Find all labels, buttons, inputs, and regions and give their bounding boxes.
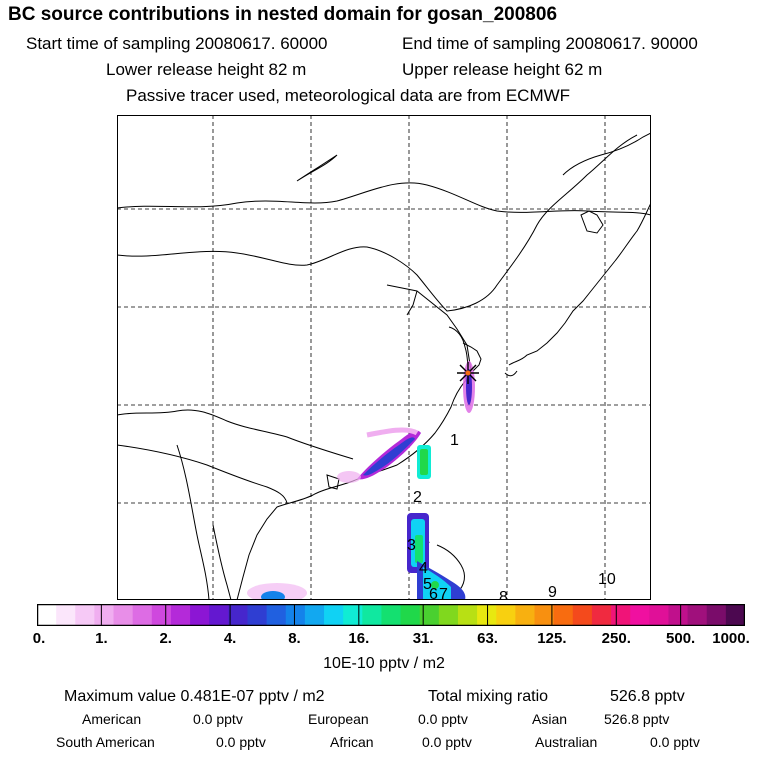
colorbar-cell	[457, 604, 478, 626]
end-time: End time of sampling 20080617. 90000	[402, 34, 698, 53]
tracer-note: Passive tracer used, meteorological data…	[126, 86, 571, 105]
coastlines	[117, 132, 651, 600]
region-american-name: American	[82, 711, 142, 727]
colorbar-cell	[75, 604, 96, 626]
lower-release-height: Lower release height 82 m	[106, 60, 307, 79]
track-label: 6	[429, 586, 438, 600]
track-label: 3	[407, 537, 416, 554]
plot-title: BC source contributions in nested domain…	[8, 4, 558, 25]
colorbar-cell	[725, 604, 745, 626]
region-african-value: 0.0 pptv	[422, 734, 472, 750]
colorbar-cell	[706, 604, 727, 626]
track-label: 5	[423, 576, 432, 593]
concentration-field	[247, 361, 475, 600]
colorbar-cell	[190, 604, 210, 626]
colorbar	[37, 604, 745, 626]
track-label: 9	[548, 584, 557, 600]
colorbar-tick-label: 4.	[223, 630, 237, 647]
colorbar-cell	[37, 604, 57, 626]
colorbar-cell	[209, 604, 229, 626]
colorbar-cell	[534, 604, 555, 626]
maximum-value: Maximum value 0.481E-07 pptv / m2	[64, 688, 325, 705]
region-european-name: European	[308, 711, 369, 727]
colorbar-unit: 10E-10 pptv / m2	[323, 655, 445, 672]
colorbar-tick-label: 0.	[32, 630, 46, 647]
colorbar-cell	[304, 604, 325, 626]
region-south-american-name: South American	[56, 734, 155, 750]
colorbar-cell	[553, 604, 574, 626]
colorbar-tick-label: 2.	[159, 630, 172, 647]
track-label: 8	[499, 589, 508, 600]
colorbar-cell	[477, 604, 497, 626]
colorbar-cell	[324, 604, 344, 626]
colorbar-cell	[170, 604, 191, 626]
colorbar-cell	[630, 604, 650, 626]
colorbar-cell	[228, 604, 249, 626]
region-asian-name: Asian	[532, 711, 568, 727]
track-label: 4	[419, 560, 428, 577]
colorbar-tick-label: 1.	[95, 630, 108, 647]
upper-release-height: Upper release height 62 m	[402, 60, 603, 79]
track-label: 1	[450, 432, 459, 449]
total-mixing-label: Total mixing ratio	[428, 688, 549, 705]
colorbar-cell	[515, 604, 536, 626]
region-american-value: 0.0 pptv	[193, 711, 243, 727]
map-panel: 1 2 3 4 5 6 7 8 9 10	[117, 115, 651, 600]
colorbar-cell	[668, 604, 689, 626]
colorbar-cell	[687, 604, 708, 626]
colorbar-tick-label: 31.	[412, 630, 434, 647]
track-label: 2	[413, 489, 422, 506]
colorbar-cell	[151, 604, 172, 626]
region-african-name: African	[330, 734, 374, 750]
colorbar-cell	[591, 604, 612, 626]
colorbar-tick-label: 500.	[666, 630, 696, 647]
track-label: 10	[598, 571, 616, 588]
colorbar-tick-label: 250.	[601, 630, 631, 647]
total-mixing-value: 526.8 pptv	[610, 688, 685, 705]
colorbar-cell	[94, 604, 115, 626]
region-australian-value: 0.0 pptv	[650, 734, 700, 750]
track-label: 7	[439, 586, 448, 600]
region-european-value: 0.0 pptv	[418, 711, 468, 727]
colorbar-cell	[611, 604, 631, 626]
receptor-marker	[457, 362, 479, 384]
colorbar-tick-label: 16.	[348, 630, 370, 647]
colorbar-tick-label: 1000.	[712, 630, 750, 647]
colorbar-cell	[381, 604, 402, 626]
start-time: Start time of sampling 20080617. 60000	[26, 34, 328, 53]
colorbar-cell	[400, 604, 421, 626]
colorbar-cell	[438, 604, 459, 626]
region-south-american-value: 0.0 pptv	[216, 734, 266, 750]
colorbar-cell	[132, 604, 153, 626]
colorbar-cell	[572, 604, 593, 626]
colorbar-tick-label: 8.	[288, 630, 301, 647]
colorbar-cell	[419, 604, 440, 626]
colorbar-cell	[496, 604, 516, 626]
map-gridlines	[117, 115, 651, 600]
colorbar-cell	[343, 604, 363, 626]
colorbar-cell	[247, 604, 268, 626]
colorbar-cell	[362, 604, 383, 626]
colorbar-cell	[113, 604, 134, 626]
colorbar-tick-label: 125.	[537, 630, 567, 647]
region-asian-value: 526.8 pptv	[604, 711, 670, 727]
colorbar-cell	[649, 604, 670, 626]
map-frame	[117, 115, 651, 600]
colorbar-cell	[56, 604, 76, 626]
region-australian-name: Australian	[535, 734, 598, 750]
colorbar-cell	[285, 604, 306, 626]
colorbar-cell	[266, 604, 287, 626]
colorbar-tick-label: 63.	[477, 630, 498, 647]
